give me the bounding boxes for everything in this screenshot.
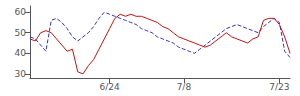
svg-text:7/23: 7/23 <box>269 82 289 92</box>
svg-text:40: 40 <box>15 48 27 58</box>
svg-text:30: 30 <box>15 69 27 79</box>
svg-text:50: 50 <box>15 28 27 38</box>
svg-text:60: 60 <box>15 7 27 17</box>
svg-text:7/8: 7/8 <box>177 82 192 92</box>
svg-text:6/24: 6/24 <box>99 82 119 92</box>
